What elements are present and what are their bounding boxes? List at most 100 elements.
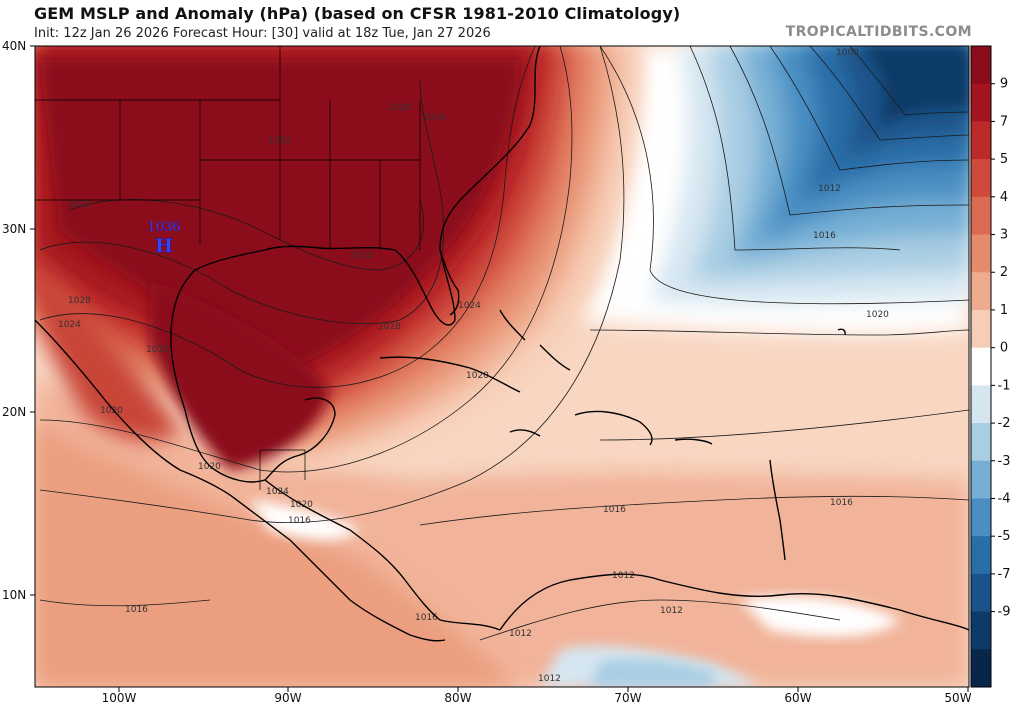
lat-label-10n: 10N bbox=[2, 588, 26, 602]
isobar-1016-atlantic bbox=[419, 495, 969, 526]
isobar-label: 1016 bbox=[830, 498, 853, 508]
colorbar-label: -4 bbox=[998, 491, 1011, 506]
colorbar-swatch-pos5 bbox=[971, 159, 991, 198]
isobar-1016-north bbox=[599, 46, 969, 305]
isobar-label: 1016 bbox=[603, 505, 626, 515]
central-america-pacific bbox=[289, 539, 446, 642]
isobar-label: 1028 bbox=[388, 103, 411, 113]
colorbar-frame bbox=[970, 45, 992, 688]
isobar-label: 1012 bbox=[509, 629, 532, 639]
latitude-ticks bbox=[30, 45, 35, 596]
lon-label-70w: 70W bbox=[614, 691, 641, 705]
colorbar-swatch-pos7 bbox=[971, 121, 991, 160]
colorbar-label: 2 bbox=[1000, 265, 1008, 280]
state-borders bbox=[35, 46, 421, 490]
colorbar-label: -2 bbox=[998, 416, 1011, 431]
isobar-1020 bbox=[39, 46, 573, 473]
colorbar-label: -5 bbox=[998, 529, 1011, 544]
florida bbox=[439, 249, 460, 316]
colorbar-swatch-neg3 bbox=[971, 460, 991, 499]
colorbar-swatch-neg7 bbox=[971, 573, 991, 613]
lat-label-40n: 40N bbox=[2, 39, 26, 53]
isobar-label: 1024 bbox=[266, 487, 289, 497]
colorbar-label: 9 bbox=[1000, 77, 1008, 92]
coastlines bbox=[35, 46, 969, 642]
colorbar-swatch-neg2 bbox=[971, 423, 991, 462]
isobar-1004 bbox=[809, 46, 969, 141]
isobar-label: 1012 bbox=[538, 674, 561, 684]
colorbar-label: 3 bbox=[1000, 228, 1008, 243]
cuba bbox=[379, 356, 521, 393]
isobar-1016-b bbox=[689, 46, 901, 251]
longitude-ticks bbox=[118, 687, 969, 692]
high-center-value: 1036 bbox=[147, 220, 180, 235]
isobar-1024 bbox=[39, 46, 536, 388]
colorbar-swatch-neg_extreme bbox=[971, 649, 991, 688]
lesser-antilles bbox=[769, 459, 786, 561]
hispaniola bbox=[574, 410, 653, 446]
colorbar-swatch-neg4 bbox=[971, 498, 991, 537]
lon-label-90w: 90W bbox=[274, 691, 301, 705]
isobar-label: 1012 bbox=[612, 571, 635, 581]
colorbar-label: 4 bbox=[1000, 190, 1008, 205]
colorbar-label: -1 bbox=[998, 378, 1011, 393]
isobar-label: 1016 bbox=[288, 516, 311, 526]
anomaly-colorbar bbox=[970, 45, 992, 688]
lat-label-20n: 20N bbox=[2, 405, 26, 419]
mexico-pacific bbox=[35, 319, 291, 541]
isobar-label: 1020 bbox=[866, 310, 889, 320]
isobar-label: 1000 bbox=[836, 48, 859, 58]
isobar-label: 1024 bbox=[423, 113, 446, 123]
isobar-label: 1012 bbox=[818, 184, 841, 194]
colorbar-labels: 9 7 5 4 3 2 1 0 -1 -2 -3 -4 -5 -7 -9 bbox=[991, 77, 1010, 620]
gulf-coast bbox=[194, 245, 431, 306]
us-east-coast bbox=[429, 46, 541, 326]
isobar-1012-b bbox=[729, 46, 969, 216]
isobar-1000 bbox=[849, 46, 969, 116]
colorbar-swatch-neg9 bbox=[971, 611, 991, 650]
isobar-1028 bbox=[39, 79, 445, 325]
isobar-label: 1028 bbox=[68, 296, 91, 306]
colorbar-label: -7 bbox=[998, 567, 1011, 582]
colorbar-label: 7 bbox=[1000, 114, 1008, 129]
isobar-1008 bbox=[769, 46, 969, 171]
colorbar-label: 1 bbox=[1000, 303, 1008, 318]
isobar-1016-west bbox=[39, 599, 211, 607]
yucatan bbox=[264, 397, 336, 481]
isobar-1012-south bbox=[479, 599, 841, 641]
lon-label-80w: 80W bbox=[444, 691, 471, 705]
colorbar-swatch-pos3 bbox=[971, 234, 991, 273]
isobar-label: 1032 bbox=[146, 345, 169, 355]
isobar-1020-east bbox=[599, 409, 969, 441]
colorbar-label: 0 bbox=[1000, 341, 1008, 356]
colorbar-swatch-pos9 bbox=[971, 83, 991, 122]
colorbar-label: -9 bbox=[998, 605, 1011, 620]
puerto-rico bbox=[674, 438, 713, 445]
isobar-label: 1032 bbox=[68, 200, 91, 210]
colorbar-label: 5 bbox=[1000, 152, 1008, 167]
texas-mexico-coast bbox=[170, 269, 266, 483]
map-title: GEM MSLP and Anomaly (hPa) (based on CFS… bbox=[34, 4, 681, 23]
colorbar-label: -3 bbox=[998, 454, 1011, 469]
lon-label-100w: 100W bbox=[102, 691, 137, 705]
isobar-label: 1032 bbox=[350, 251, 373, 261]
colorbar-swatch-pos1 bbox=[971, 309, 991, 349]
jamaica bbox=[509, 429, 541, 437]
lat-label-30n: 30N bbox=[2, 222, 26, 236]
isobars bbox=[39, 46, 969, 641]
isobar-label: 1024 bbox=[58, 320, 81, 330]
site-brand[interactable]: TROPICALTIDBITS.COM bbox=[785, 24, 972, 40]
lon-label-60w: 60W bbox=[784, 691, 811, 705]
isobar-label: 1016 bbox=[125, 605, 148, 615]
isobar-label: 1012 bbox=[660, 606, 683, 616]
colorbar-swatch-neg1 bbox=[971, 385, 991, 424]
high-pressure-center: 1036 H bbox=[147, 220, 180, 257]
anomaly-field bbox=[35, 46, 969, 687]
bahamas bbox=[499, 309, 571, 371]
colorbar-swatch-pos_extreme bbox=[971, 46, 991, 85]
isobar-label: 1016 bbox=[813, 231, 836, 241]
central-america bbox=[264, 479, 501, 631]
isobar-label: 1020 bbox=[198, 462, 221, 472]
map-frame bbox=[34, 45, 970, 688]
